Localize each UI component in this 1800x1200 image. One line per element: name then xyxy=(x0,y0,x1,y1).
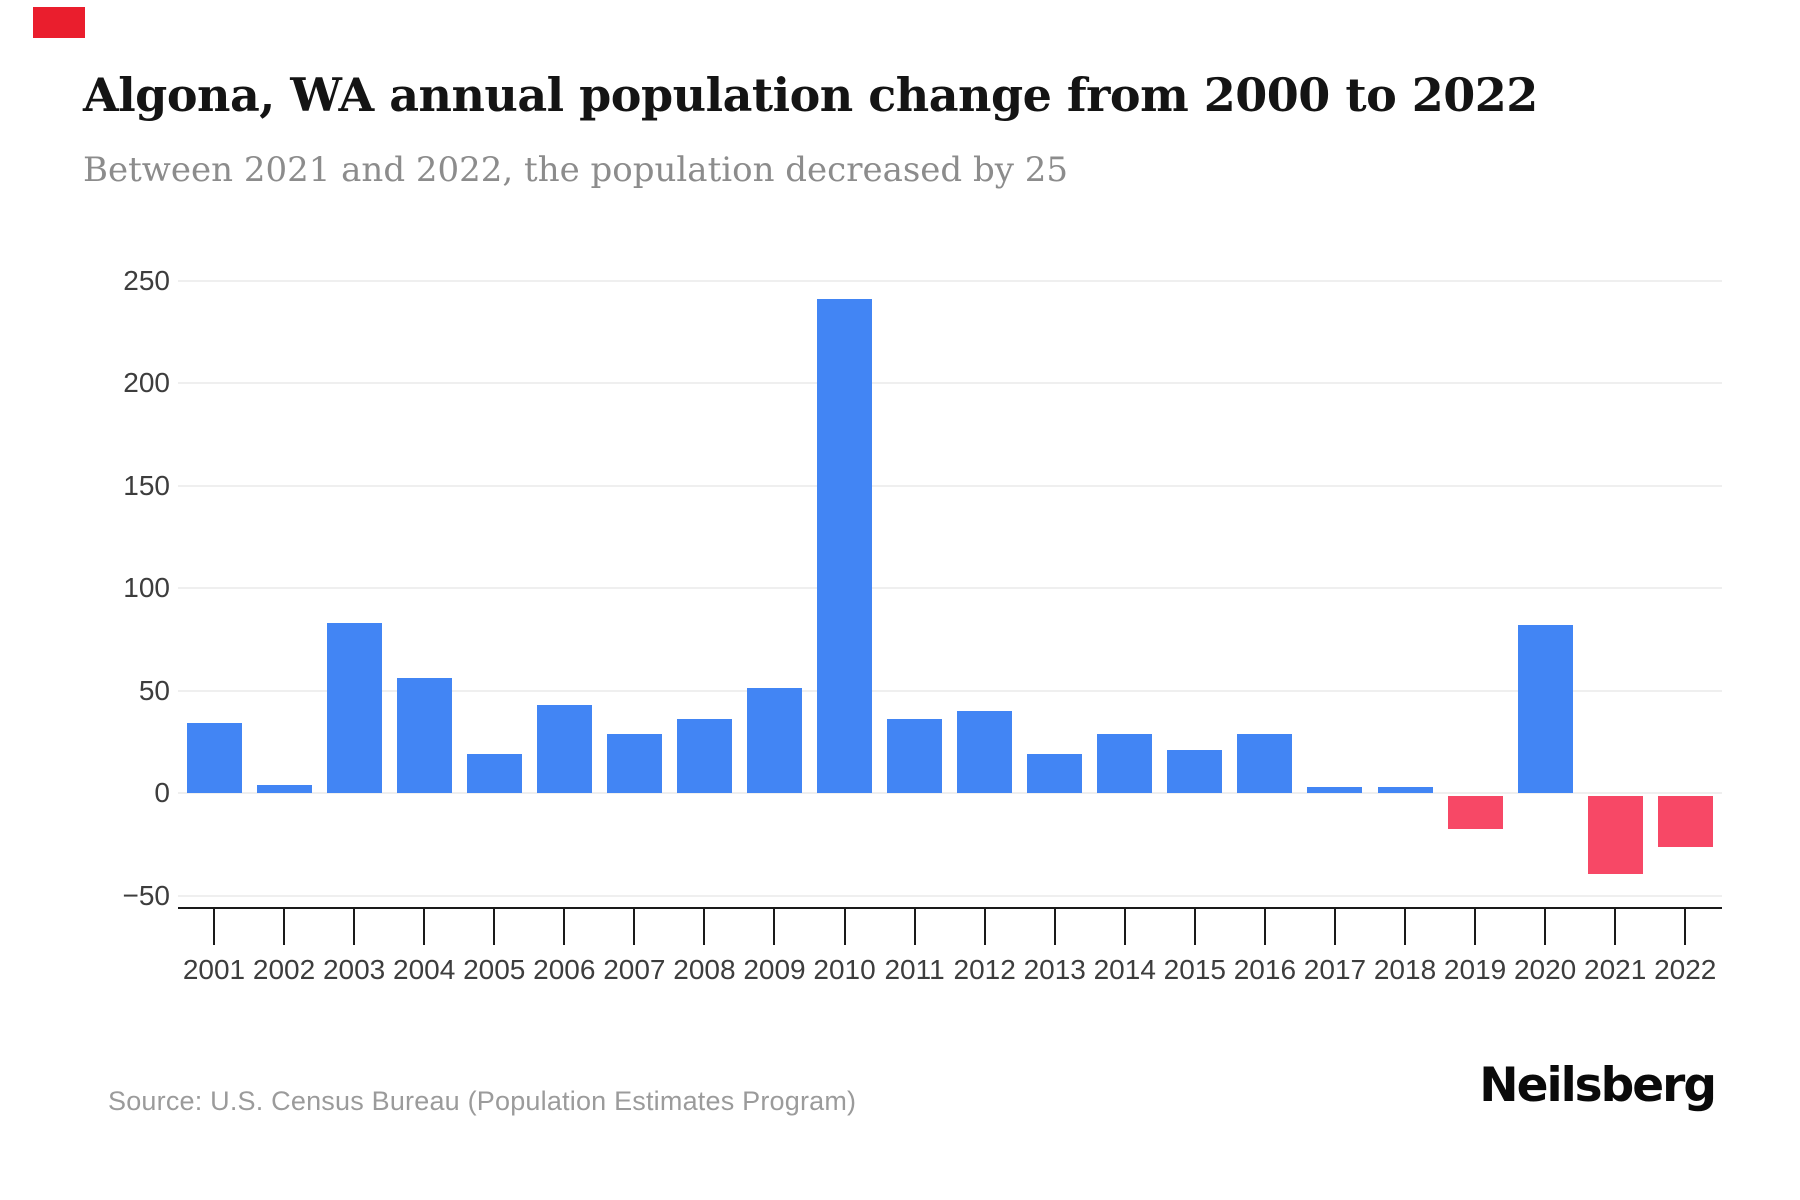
x-axis-tick-2018 xyxy=(1404,907,1407,945)
x-axis-tick-2002 xyxy=(283,907,286,945)
gridline--50 xyxy=(178,894,1722,897)
x-axis-label-2006: 2006 xyxy=(533,954,596,985)
bar-2001[interactable] xyxy=(186,723,242,793)
x-axis-tick-2022 xyxy=(1684,907,1687,945)
source-attribution: Source: U.S. Census Bureau (Population E… xyxy=(108,1086,857,1116)
x-axis-label-2004: 2004 xyxy=(393,954,456,985)
brand-logo: Neilsberg xyxy=(1479,1058,1717,1113)
x-axis-label-2021: 2021 xyxy=(1584,954,1647,985)
bar-2017[interactable] xyxy=(1307,786,1363,793)
x-axis-tick-2009 xyxy=(773,907,776,945)
bar-2009[interactable] xyxy=(746,688,802,793)
x-axis-tick-2005 xyxy=(493,907,496,945)
chart-title: Algona, WA annual population change from… xyxy=(83,68,1538,122)
bar-2016[interactable] xyxy=(1237,733,1293,793)
x-axis-tick-2021 xyxy=(1614,907,1617,945)
bar-2005[interactable] xyxy=(466,754,522,793)
x-axis-label-2020: 2020 xyxy=(1513,954,1577,985)
bar-2021[interactable] xyxy=(1587,796,1643,874)
x-axis-tick-2020 xyxy=(1544,907,1547,945)
x-axis-tick-2019 xyxy=(1474,907,1477,945)
bar-2014[interactable] xyxy=(1097,733,1153,793)
gridline-0 xyxy=(178,792,1722,794)
x-axis-label-2014: 2014 xyxy=(1093,954,1156,985)
gridline-100 xyxy=(178,587,1722,589)
gridline-50 xyxy=(178,689,1722,692)
x-axis-line xyxy=(178,907,1722,909)
y-axis-label-0: 0 xyxy=(154,777,170,808)
x-axis-label-2001: 2001 xyxy=(182,954,246,985)
x-axis-tick-2014 xyxy=(1123,907,1126,945)
x-axis-label-2010: 2010 xyxy=(813,954,876,985)
x-axis-label-2018: 2018 xyxy=(1373,954,1437,985)
x-axis-label-2008: 2008 xyxy=(673,954,736,985)
x-axis-tick-2008 xyxy=(703,907,706,945)
x-axis-tick-2006 xyxy=(563,907,566,945)
x-axis-tick-2003 xyxy=(353,907,356,945)
bar-2022[interactable] xyxy=(1657,796,1713,848)
x-axis-tick-2012 xyxy=(983,907,986,945)
bar-2020[interactable] xyxy=(1517,624,1573,793)
y-axis-label-200: 200 xyxy=(123,367,170,398)
gridline-250 xyxy=(178,279,1722,282)
gridline-200 xyxy=(178,382,1722,384)
x-axis-label-2016: 2016 xyxy=(1233,954,1297,985)
bar-2010[interactable] xyxy=(817,298,873,793)
bar-2007[interactable] xyxy=(606,733,662,793)
x-axis-tick-2004 xyxy=(423,907,426,945)
x-axis-tick-2015 xyxy=(1193,907,1196,945)
x-axis-label-2007: 2007 xyxy=(603,954,666,985)
x-axis-tick-2011 xyxy=(913,907,916,945)
bar-2015[interactable] xyxy=(1167,749,1223,793)
x-axis-label-2017: 2017 xyxy=(1303,954,1367,985)
bar-2002[interactable] xyxy=(256,784,312,793)
bar-2019[interactable] xyxy=(1447,796,1503,829)
y-axis-label-150: 150 xyxy=(123,469,170,501)
bar-2018[interactable] xyxy=(1377,786,1433,793)
x-axis-label-2011: 2011 xyxy=(884,954,945,985)
gridline-150 xyxy=(178,484,1722,487)
bar-2008[interactable] xyxy=(676,719,732,793)
y-axis-label-50: 50 xyxy=(138,674,170,706)
bar-2013[interactable] xyxy=(1027,754,1083,793)
plot-area: 250 200 150 100 50 0 −50 2001 2002 2003 2004 2005 20… xyxy=(122,264,1722,985)
bar-2003[interactable] xyxy=(326,622,382,793)
bar-2006[interactable] xyxy=(536,704,592,793)
x-axis-label-2022: 2022 xyxy=(1654,954,1717,985)
y-axis-label-100: 100 xyxy=(123,572,170,603)
y-axis-label--50: −50 xyxy=(122,879,171,911)
bar-2004[interactable] xyxy=(396,678,452,793)
corner-marker xyxy=(33,7,85,38)
x-axis-label-2012: 2012 xyxy=(953,954,1016,985)
x-axis-label-2003: 2003 xyxy=(322,954,386,985)
x-axis-label-2013: 2013 xyxy=(1023,954,1086,985)
chart-subtitle: Between 2021 and 2022, the population de… xyxy=(83,150,1069,190)
x-axis-label-2002: 2002 xyxy=(252,954,316,985)
x-axis-tick-2017 xyxy=(1333,907,1336,945)
x-axis-label-2009: 2009 xyxy=(743,954,806,985)
x-axis-tick-2007 xyxy=(633,907,636,945)
x-axis-tick-2010 xyxy=(843,907,846,945)
x-axis-label-2005: 2005 xyxy=(463,954,526,985)
bar-2012[interactable] xyxy=(957,711,1013,793)
x-axis-label-2019: 2019 xyxy=(1443,954,1507,985)
x-axis-tick-2013 xyxy=(1053,907,1056,945)
x-axis-tick-2001 xyxy=(213,907,215,945)
bar-2011[interactable] xyxy=(887,719,943,793)
x-axis-tick-2016 xyxy=(1263,907,1266,945)
x-axis-label-2015: 2015 xyxy=(1163,954,1226,985)
y-axis-label-250: 250 xyxy=(123,264,170,296)
